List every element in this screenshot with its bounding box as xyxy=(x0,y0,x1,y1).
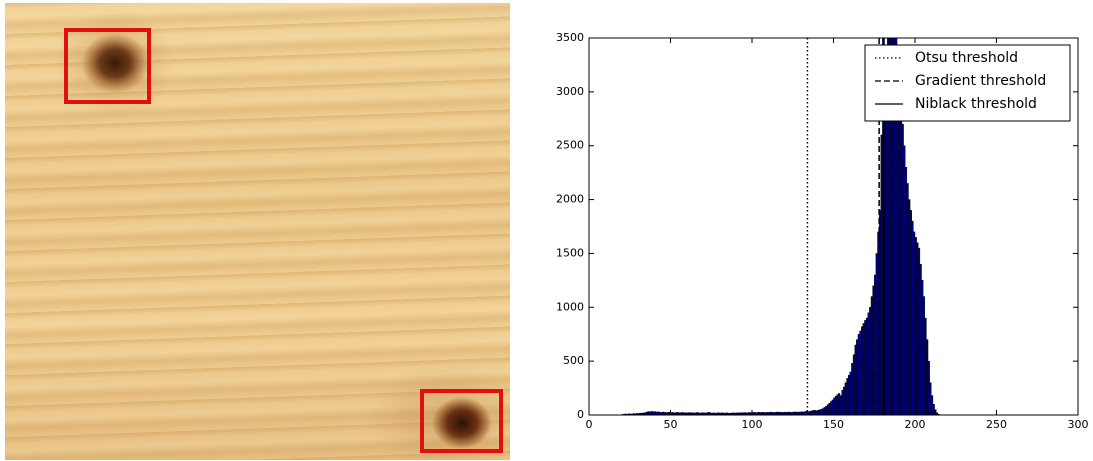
y-tick-label: 0 xyxy=(577,408,584,421)
bar xyxy=(809,411,811,415)
bar xyxy=(860,331,862,415)
bar xyxy=(912,221,914,415)
bar xyxy=(847,378,849,415)
bar xyxy=(840,396,842,415)
bar xyxy=(910,210,912,415)
bar xyxy=(822,409,824,415)
legend-label: Otsu threshold xyxy=(915,50,1018,66)
bar xyxy=(923,297,925,415)
bar xyxy=(881,135,883,415)
bar xyxy=(824,407,826,415)
bar xyxy=(851,363,853,415)
bar xyxy=(930,383,932,415)
bar xyxy=(835,396,837,415)
bar xyxy=(850,372,852,415)
bar xyxy=(848,375,850,415)
x-tick-label: 50 xyxy=(664,418,678,431)
bar xyxy=(827,405,829,415)
bar xyxy=(933,404,935,415)
y-tick-label: 3500 xyxy=(556,31,584,44)
bar xyxy=(874,275,876,415)
bar xyxy=(922,280,924,415)
x-tick-label: 0 xyxy=(586,418,593,431)
y-tick-label: 2000 xyxy=(556,193,584,206)
bar xyxy=(926,340,928,415)
bar xyxy=(908,200,910,415)
bar xyxy=(902,124,904,415)
bar xyxy=(804,412,806,415)
bar xyxy=(913,232,915,415)
bar xyxy=(915,237,917,415)
bar xyxy=(918,248,920,415)
bar xyxy=(925,318,927,415)
bar xyxy=(837,395,839,415)
x-tick-label: 250 xyxy=(986,418,1007,431)
bar xyxy=(855,345,857,415)
bar xyxy=(876,253,878,415)
y-tick-label: 1500 xyxy=(556,246,584,259)
bar xyxy=(864,320,866,415)
bar xyxy=(863,323,865,415)
page: 0501001502002503000500100015002000250030… xyxy=(0,0,1093,461)
bar xyxy=(931,396,933,415)
bar xyxy=(886,81,888,415)
bar xyxy=(817,410,819,415)
bar xyxy=(838,393,840,415)
bar xyxy=(900,103,902,415)
bar xyxy=(856,340,858,415)
bar xyxy=(648,412,650,415)
bar xyxy=(651,411,653,415)
bar xyxy=(811,411,813,415)
x-tick-label: 100 xyxy=(742,418,763,431)
legend-label: Niblack threshold xyxy=(915,96,1037,112)
bar xyxy=(920,264,922,415)
bar xyxy=(845,383,847,415)
x-tick-label: 200 xyxy=(905,418,926,431)
y-tick-label: 1000 xyxy=(556,300,584,313)
bar xyxy=(904,146,906,415)
bar xyxy=(825,406,827,415)
x-tick-label: 300 xyxy=(1068,418,1089,431)
bar xyxy=(858,334,860,415)
bar xyxy=(935,410,937,415)
bar xyxy=(820,409,822,415)
bar xyxy=(868,313,870,415)
bar xyxy=(842,390,844,415)
bar xyxy=(873,286,875,415)
x-tick-label: 150 xyxy=(823,418,844,431)
bar xyxy=(819,410,821,415)
y-tick-label: 2500 xyxy=(556,139,584,152)
bar xyxy=(905,167,907,415)
bar xyxy=(654,412,656,415)
bar xyxy=(816,411,818,415)
bar xyxy=(869,307,871,415)
y-tick-label: 500 xyxy=(563,354,584,367)
bar xyxy=(899,81,901,415)
bar xyxy=(907,183,909,415)
bar xyxy=(843,387,845,415)
bar xyxy=(871,297,873,415)
bar xyxy=(829,403,831,415)
bar xyxy=(812,410,814,415)
bar xyxy=(814,410,816,415)
y-tick-label: 3000 xyxy=(556,85,584,98)
bar xyxy=(917,243,919,415)
bar xyxy=(861,327,863,415)
bar xyxy=(928,361,930,415)
bar xyxy=(866,318,868,415)
legend-label: Gradient threshold xyxy=(915,73,1046,89)
bar xyxy=(853,355,855,415)
chart: 0501001502002503000500100015002000250030… xyxy=(0,0,1093,461)
bar xyxy=(830,402,832,415)
